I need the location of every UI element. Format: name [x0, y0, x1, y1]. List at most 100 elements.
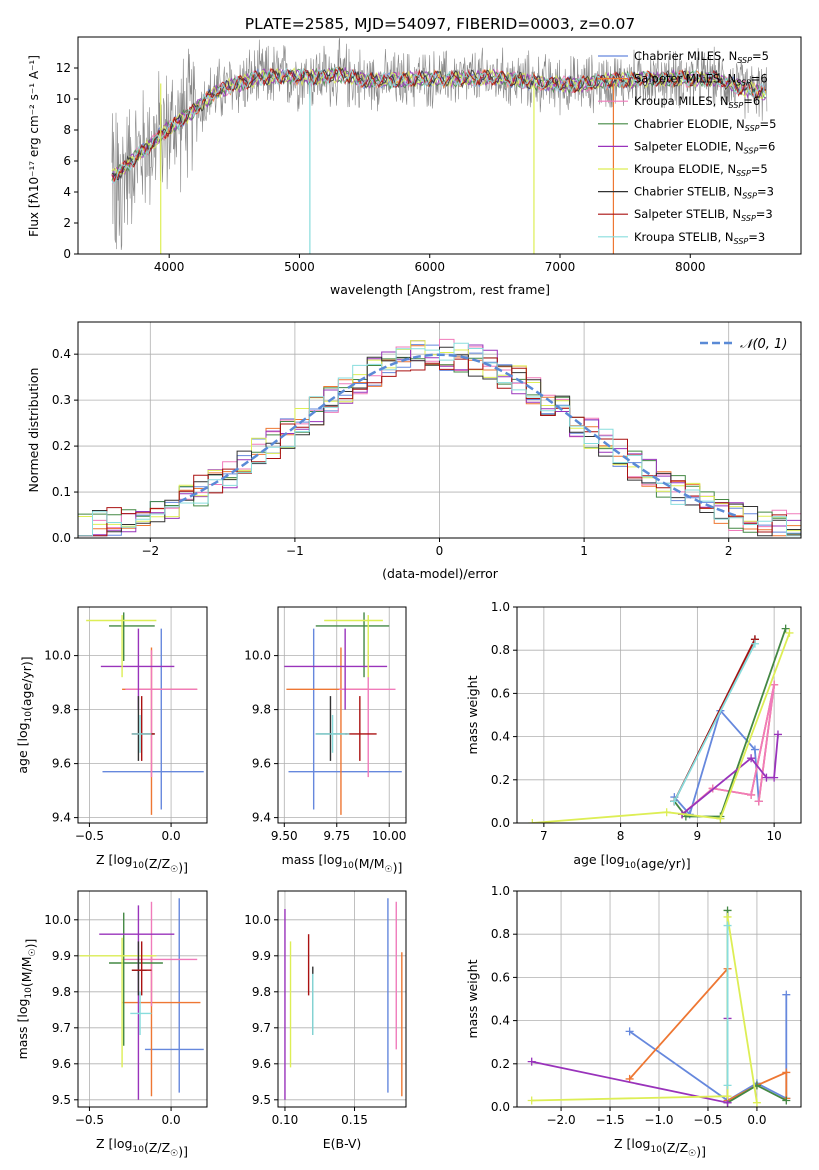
weight-vs-age-panel: 7 8 9 10 0.0 0.2 0.4 0.6 0.8 1.0 age [log10(age/yr… — [465, 600, 802, 871]
weight-point — [723, 1092, 732, 1101]
y-tick-label: 9.9 — [52, 949, 71, 963]
y-axis-label: mass weight — [465, 675, 480, 754]
x-tick-label: 7000 — [545, 260, 576, 274]
mass-vs-ebv-panel: 0.10 0.15 9.5 9.6 9.7 9.8 9.9 10.0 E(B-V) — [244, 890, 407, 1151]
y-tick-label: 12 — [56, 61, 71, 75]
y-tick-label: 10.0 — [44, 649, 71, 663]
weight-point — [781, 624, 790, 633]
x-axis-label: Z [log10(Z/Z☉)] — [96, 852, 188, 875]
y-axis-label: Normed distribution — [26, 368, 41, 493]
x-tick-label: 9.50 — [271, 829, 298, 843]
weight-point — [782, 990, 791, 999]
weight-series — [531, 916, 758, 1103]
y-tick-label: 6 — [63, 154, 71, 168]
weight-point — [770, 680, 779, 689]
model-spectrum — [111, 67, 767, 183]
x-tick-label: −2 — [141, 544, 159, 558]
plot-area — [517, 607, 801, 823]
y-axis-label: mass [log10(M/M☉)] — [15, 939, 38, 1060]
x-tick-label: 0.0 — [747, 1113, 766, 1127]
spectrum-panel: 4000 5000 6000 7000 8000 0 2 4 6 8 10 12 wavelength … — [27, 36, 802, 297]
weight-point — [747, 754, 756, 763]
model-spectrum — [111, 66, 767, 181]
x-tick-label: 0.0 — [162, 829, 181, 843]
weight-series — [628, 966, 788, 1102]
weight-point — [770, 773, 779, 782]
x-tick-label: −1 — [286, 544, 304, 558]
weight-vs-metallicity-panel: −2.0 −1.5 −1.0 −0.5 0.0 0.0 0.2 0.4 0.6 0.8 1.0 Z [… — [465, 884, 802, 1159]
x-tick-label: 9.75 — [323, 829, 350, 843]
x-tick-label: 8000 — [675, 260, 706, 274]
y-tick-label: 0.0 — [52, 531, 71, 545]
plot-area — [278, 607, 406, 823]
legend-entry: Chabrier STELIB, NSSP=3 — [634, 185, 774, 201]
legend-entry: Salpeter STELIB, NSSP=3 — [634, 207, 773, 223]
x-axis-label: age [log10(age/yr)] — [573, 852, 690, 871]
x-tick-label: 9 — [694, 829, 702, 843]
y-tick-label: 9.8 — [252, 985, 271, 999]
weight-point — [528, 819, 537, 823]
x-tick-label: 2 — [725, 544, 733, 558]
legend-entry: Kroupa ELODIE, NSSP=5 — [634, 162, 768, 178]
y-tick-label: 1.0 — [491, 884, 510, 898]
weight-series — [532, 632, 791, 823]
axes-frame — [77, 36, 802, 255]
axes-frame — [277, 606, 407, 824]
x-tick-label: −1.0 — [644, 1113, 673, 1127]
plot-area — [78, 607, 207, 823]
x-axis-label: (data-model)/error — [382, 566, 499, 581]
y-tick-label: 0.3 — [52, 393, 71, 407]
y-tick-label: 1.0 — [491, 600, 510, 614]
y-tick-label: 9.9 — [252, 949, 271, 963]
y-tick-label: 9.6 — [252, 1057, 271, 1071]
y-tick-label: 0.2 — [491, 773, 510, 787]
y-tick-label: 9.6 — [252, 757, 271, 771]
plot-area — [78, 891, 207, 1107]
x-tick-label: 10 — [766, 829, 781, 843]
y-tick-label: 0.8 — [491, 643, 510, 657]
x-tick-label: 8 — [617, 829, 625, 843]
mass-vs-metallicity-panel: −0.5 0.0 9.5 9.6 9.7 9.8 9.9 10.0 Z [log10(Z/Z☉)… — [15, 890, 208, 1159]
y-tick-label: 10.0 — [244, 649, 271, 663]
x-axis-label: Z [log10(Z/Z☉)] — [96, 1136, 188, 1159]
weight-point — [625, 1027, 634, 1036]
y-tick-label: 0.2 — [52, 439, 71, 453]
x-tick-label: 4000 — [154, 260, 185, 274]
axes-frame — [77, 890, 208, 1108]
x-axis-label: E(B-V) — [323, 1136, 362, 1151]
weight-point — [762, 773, 771, 782]
y-axis-label: Flux [fλ10⁻¹⁷ erg cm⁻² s⁻¹ A⁻¹] — [27, 55, 41, 237]
y-tick-label: 0.4 — [491, 730, 510, 744]
model-spectrum — [111, 66, 767, 185]
y-tick-label: 10.0 — [244, 913, 271, 927]
weight-point — [723, 1081, 732, 1090]
weight-point — [723, 912, 732, 921]
y-tick-label: 9.8 — [52, 985, 71, 999]
y-tick-label: 0.4 — [491, 1014, 510, 1028]
y-tick-label: 9.6 — [52, 757, 71, 771]
y-tick-label: 2 — [63, 216, 71, 230]
y-tick-label: 0.6 — [491, 970, 510, 984]
weight-point — [527, 1057, 536, 1066]
y-tick-label: 0.4 — [52, 347, 71, 361]
observed-spectrum — [111, 37, 768, 250]
y-tick-label: 9.5 — [252, 1093, 271, 1107]
x-axis-label: mass [log10(M/M☉)] — [282, 852, 403, 875]
y-tick-label: 9.5 — [52, 1093, 71, 1107]
x-tick-label: 0 — [436, 544, 444, 558]
y-tick-label: 10.0 — [44, 913, 71, 927]
y-tick-label: 8 — [63, 123, 71, 137]
weight-point — [754, 797, 763, 806]
x-axis-label: wavelength [Angstrom, rest frame] — [330, 282, 550, 297]
model-spectrum — [111, 67, 767, 175]
legend-entry: Kroupa MILES, NSSP=6 — [634, 94, 760, 110]
x-tick-label: 1 — [580, 544, 588, 558]
y-tick-label: 4 — [63, 185, 71, 199]
gaussian-curve — [178, 353, 737, 517]
x-tick-label: 6000 — [414, 260, 445, 274]
axes-frame — [516, 606, 802, 824]
weight-point — [670, 797, 679, 806]
weight-point — [750, 745, 759, 754]
y-tick-label: 9.4 — [252, 811, 271, 825]
